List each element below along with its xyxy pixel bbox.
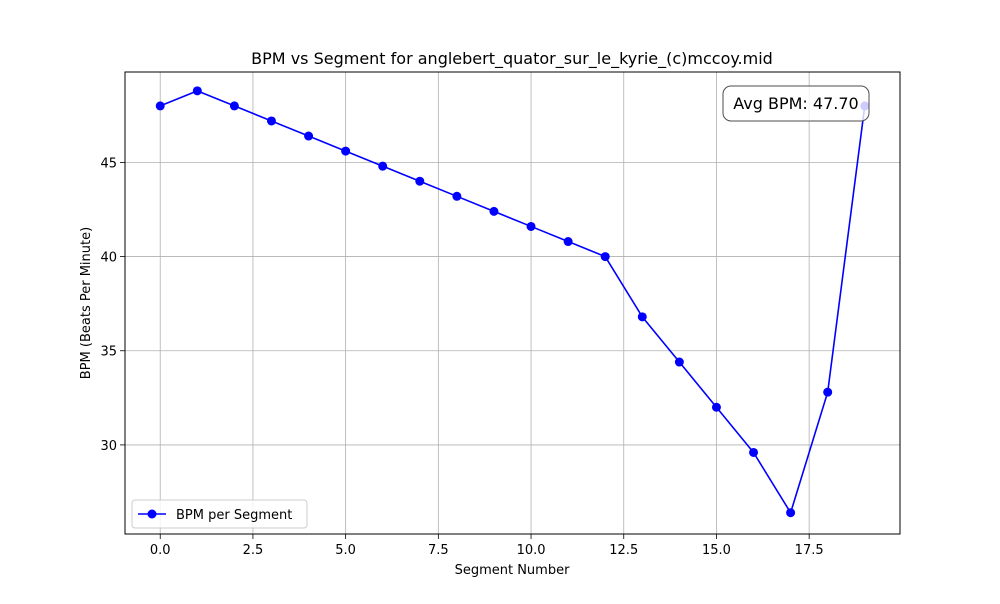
x-tick-label: 0.0 bbox=[150, 543, 171, 558]
data-point bbox=[823, 387, 833, 397]
data-point bbox=[192, 86, 202, 96]
data-point bbox=[563, 237, 573, 247]
plot-area-frame bbox=[124, 71, 901, 535]
data-series-layer bbox=[155, 86, 870, 518]
x-axis-label: Segment Number bbox=[455, 563, 571, 578]
y-tick-label: 30 bbox=[100, 439, 117, 454]
annotation-text: Avg BPM: 47.70 bbox=[733, 94, 858, 113]
data-point bbox=[749, 447, 759, 457]
series-line bbox=[159, 90, 866, 514]
data-point bbox=[304, 131, 314, 141]
y-tick-label: 40 bbox=[100, 251, 117, 266]
x-axis-ticks: 0.0 2.5 5.0 7.5 10.0 12.5 15.0 17.5 bbox=[150, 534, 824, 558]
data-point bbox=[637, 312, 647, 322]
y-tick-label: 45 bbox=[100, 156, 117, 171]
average-bpm-annotation: Avg BPM: 47.70 bbox=[722, 85, 870, 122]
chart-title: BPM vs Segment for anglebert_quator_sur_… bbox=[251, 49, 773, 69]
data-point bbox=[711, 402, 721, 412]
annotation-box bbox=[722, 85, 870, 122]
data-point bbox=[341, 146, 351, 156]
legend-box bbox=[131, 499, 308, 529]
data-point bbox=[489, 206, 499, 216]
data-point bbox=[266, 116, 276, 126]
y-tick-label: 35 bbox=[100, 345, 117, 360]
data-point bbox=[786, 508, 796, 518]
x-tick-label: 10.0 bbox=[517, 543, 546, 558]
data-point bbox=[674, 357, 684, 367]
legend-label: BPM per Segment bbox=[176, 508, 292, 523]
x-tick-label: 5.0 bbox=[335, 543, 356, 558]
x-tick-label: 15.0 bbox=[702, 543, 731, 558]
y-axis-ticks: 30 35 40 45 bbox=[100, 156, 125, 454]
legend-marker-swatch bbox=[147, 509, 157, 519]
data-point bbox=[600, 252, 610, 262]
data-point bbox=[415, 176, 425, 186]
y-axis-label: BPM (Beats Per Minute) bbox=[79, 227, 94, 379]
x-tick-label: 7.5 bbox=[428, 543, 449, 558]
data-point bbox=[452, 191, 462, 201]
x-tick-label: 12.5 bbox=[609, 543, 638, 558]
x-tick-label: 2.5 bbox=[243, 543, 264, 558]
data-point bbox=[378, 161, 388, 171]
chart-legend: BPM per Segment bbox=[131, 499, 308, 529]
x-tick-label: 17.5 bbox=[795, 543, 824, 558]
data-point bbox=[526, 221, 536, 231]
data-point bbox=[155, 101, 165, 111]
data-point bbox=[229, 101, 239, 111]
